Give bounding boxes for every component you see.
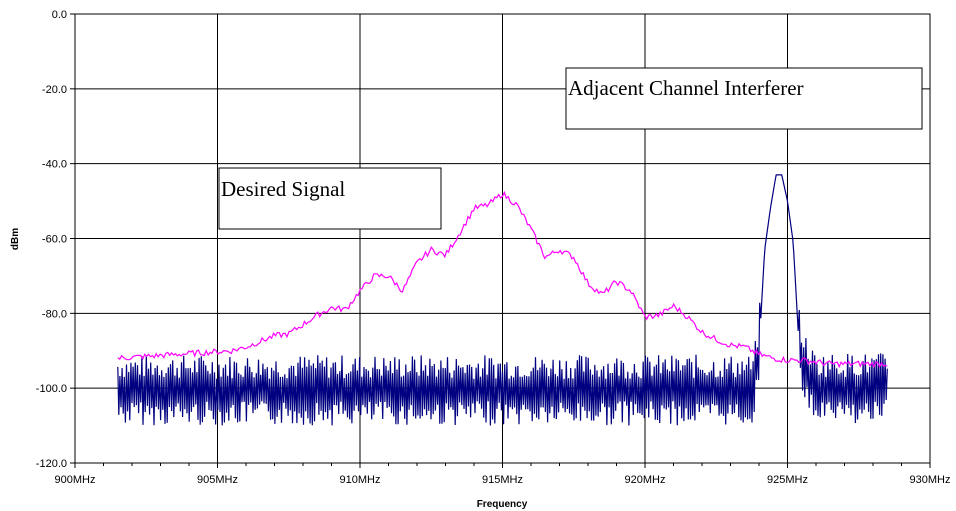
series-desired-signal-line (117, 190, 888, 369)
x-tick-label: 920MHz (625, 474, 666, 486)
y-tick-label: -40.0 (42, 159, 67, 171)
annotation-box (565, 67, 923, 130)
y-tick-label: -120.0 (36, 458, 67, 470)
y-tick-label: -80.0 (42, 308, 67, 320)
annotation-adjacent-channel: Adjacent Channel Interferer (565, 67, 923, 130)
annotation-desired-signal: Desired Signal (218, 167, 442, 230)
x-tick-label: 910MHz (340, 474, 381, 486)
annotation-label: Adjacent Channel Interferer (568, 76, 804, 100)
tick-labels: 900MHz 905MHz 910MHz 915MHz 920MHz 925MHz 930M… (36, 9, 951, 486)
x-tick-label: 930MHz (910, 474, 951, 486)
y-axis-title: dBm (10, 228, 21, 250)
annotation-label: Desired Signal (221, 177, 345, 201)
x-axis-title: Frequency (477, 499, 528, 510)
x-tick-label: 905MHz (197, 474, 238, 486)
x-tick-label: 925MHz (767, 474, 808, 486)
y-tick-label: 0.0 (52, 9, 67, 21)
annotation-box (218, 167, 442, 230)
y-tick-label: -60.0 (42, 234, 67, 246)
series-group (117, 174, 888, 426)
x-tick-label: 915MHz (482, 474, 523, 486)
x-tick-label: 900MHz (55, 474, 96, 486)
y-tick-label: -100.0 (36, 383, 67, 395)
y-tick-label: -20.0 (42, 84, 67, 96)
